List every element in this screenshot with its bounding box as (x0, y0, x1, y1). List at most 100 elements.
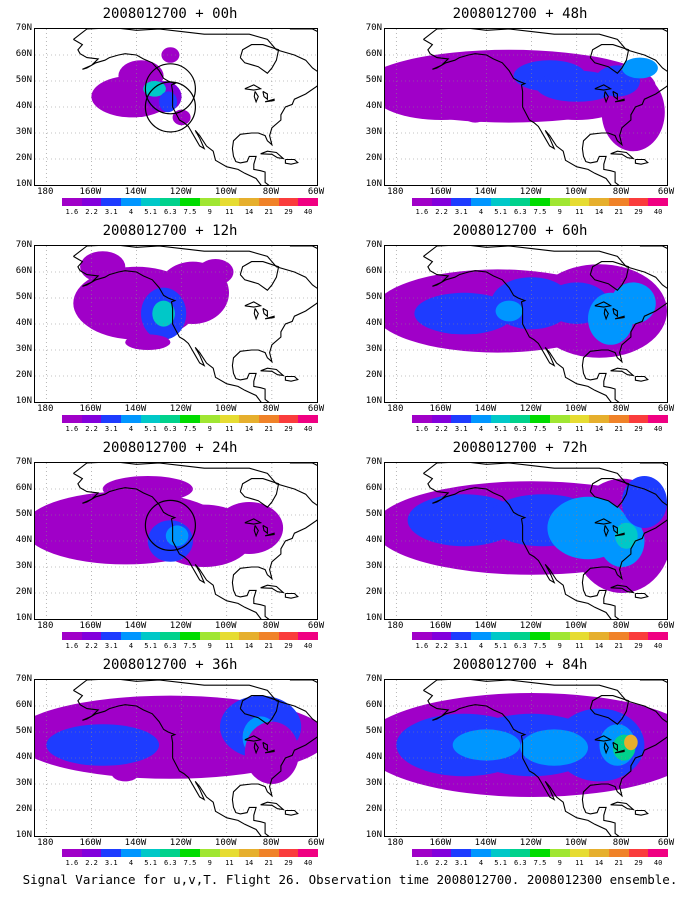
latitude-label: 10N (365, 179, 382, 189)
colorbar-label: 4 (128, 642, 134, 650)
colorbar-label: 14 (594, 425, 604, 433)
coastline (614, 315, 625, 320)
latitude-label: 60N (15, 700, 32, 710)
colorbar-label: 21 (264, 642, 273, 650)
colorbar-swatch (199, 415, 220, 423)
colorbar-label: 5.1 (144, 425, 157, 433)
colorbar-swatch (258, 415, 279, 423)
longitude-label: 180 (387, 838, 404, 848)
coastline (612, 90, 618, 101)
colorbar-label: 11 (225, 642, 234, 650)
colorbar-swatch (628, 849, 649, 857)
colorbar-label: 3.1 (454, 425, 468, 433)
colorbar-swatch (160, 632, 181, 640)
longitude-label: 180 (387, 621, 404, 631)
coastline (262, 307, 268, 318)
colorbar-label: 5.1 (144, 642, 157, 650)
colorbar-swatch (510, 415, 531, 423)
variance-contour (215, 502, 284, 554)
map-frame (34, 679, 318, 837)
colorbar-swatch (101, 415, 122, 423)
coastline (253, 91, 259, 104)
colorbar-label: 2.2 (435, 208, 448, 216)
colorbar-label: 40 (303, 642, 313, 650)
colorbar-swatch (569, 849, 590, 857)
longitude-label: 160W (79, 404, 102, 414)
map-panel: 2008012700 + 84h 70N 60N 50N 40N 30N 20N 10N 180… (350, 657, 690, 867)
longitude-label: 100W (214, 404, 237, 414)
coastline (589, 695, 630, 725)
latitude-label: 50N (365, 75, 382, 85)
colorbar-swatch (608, 849, 629, 857)
colorbar-label: 21 (614, 208, 623, 216)
colorbar-swatch (549, 632, 570, 640)
colorbar-swatch (121, 198, 141, 206)
colorbar-label: 1.6 (415, 859, 429, 867)
colorbar-swatch (471, 849, 491, 857)
colorbar-label: 40 (653, 859, 663, 867)
colorbar-label: 40 (303, 425, 313, 433)
colorbar-swatch (530, 198, 550, 206)
variance-contour (495, 300, 523, 322)
latitude-label: 60N (365, 700, 382, 710)
panel-title: 2008012700 + 72h (452, 440, 588, 456)
variance-contour (35, 517, 103, 544)
variance-contour (407, 494, 521, 547)
longitude-label: 100W (564, 838, 587, 848)
panel-title: 2008012700 + 60h (452, 223, 588, 239)
colorbar-swatch (160, 849, 181, 857)
latitude-label: 50N (365, 292, 382, 302)
colorbar (412, 415, 668, 423)
coastline (239, 695, 280, 725)
colorbar-swatch (278, 415, 299, 423)
coastline (73, 680, 317, 836)
longitude-label: 180 (387, 404, 404, 414)
observation-circle (144, 81, 196, 133)
coastline (612, 524, 618, 535)
longitude-label: 120W (519, 621, 542, 631)
coastline (603, 525, 609, 538)
colorbar-swatch (160, 415, 181, 423)
variance-contour (624, 734, 638, 751)
colorbar-label: 1.6 (415, 208, 429, 216)
colorbar-swatch (589, 632, 609, 640)
colorbar-label: 2.2 (435, 859, 448, 867)
colorbar-label: 14 (594, 208, 604, 216)
latitude-label: 60N (15, 483, 32, 493)
latitude-label: 20N (15, 153, 32, 163)
colorbar-swatch (140, 632, 161, 640)
coastline (589, 44, 630, 74)
coastline (289, 246, 317, 249)
colorbar-label: 2.2 (85, 642, 98, 650)
latitude-label: 30N (365, 344, 382, 354)
variance-contour (46, 724, 160, 766)
colorbar-label: 3.1 (104, 208, 118, 216)
colorbar-label: 14 (244, 425, 254, 433)
colorbar-swatch (628, 415, 649, 423)
colorbar-label: 7.5 (533, 208, 547, 216)
colorbar-label: 3.1 (104, 859, 118, 867)
colorbar-swatch (62, 632, 82, 640)
colorbar-label: 29 (634, 859, 643, 867)
variance-contour (414, 292, 514, 335)
longitude-label: 140W (474, 404, 497, 414)
longitude-label: 160W (79, 187, 102, 197)
longitude-label: 60W (307, 404, 325, 414)
colorbar-label: 7.5 (183, 425, 197, 433)
coastline (239, 261, 280, 291)
colorbar-label: 3.1 (454, 859, 468, 867)
coastline (262, 741, 268, 752)
colorbar-swatch (298, 415, 318, 423)
coastline (614, 749, 625, 754)
map-panel: 2008012700 + 60h 70N 60N 50N 40N 30N 20N 10N 180… (350, 223, 690, 433)
colorbar-swatch (451, 849, 472, 857)
map-canvas (35, 680, 317, 836)
latitude-label: 50N (15, 292, 32, 302)
colorbar-label: 29 (634, 642, 643, 650)
colorbar-label: 5.1 (144, 859, 157, 867)
latitude-label: 60N (15, 266, 32, 276)
coastline (244, 84, 263, 91)
colorbar-swatch (219, 632, 240, 640)
map-canvas (385, 246, 667, 402)
colorbar-swatch (199, 632, 220, 640)
